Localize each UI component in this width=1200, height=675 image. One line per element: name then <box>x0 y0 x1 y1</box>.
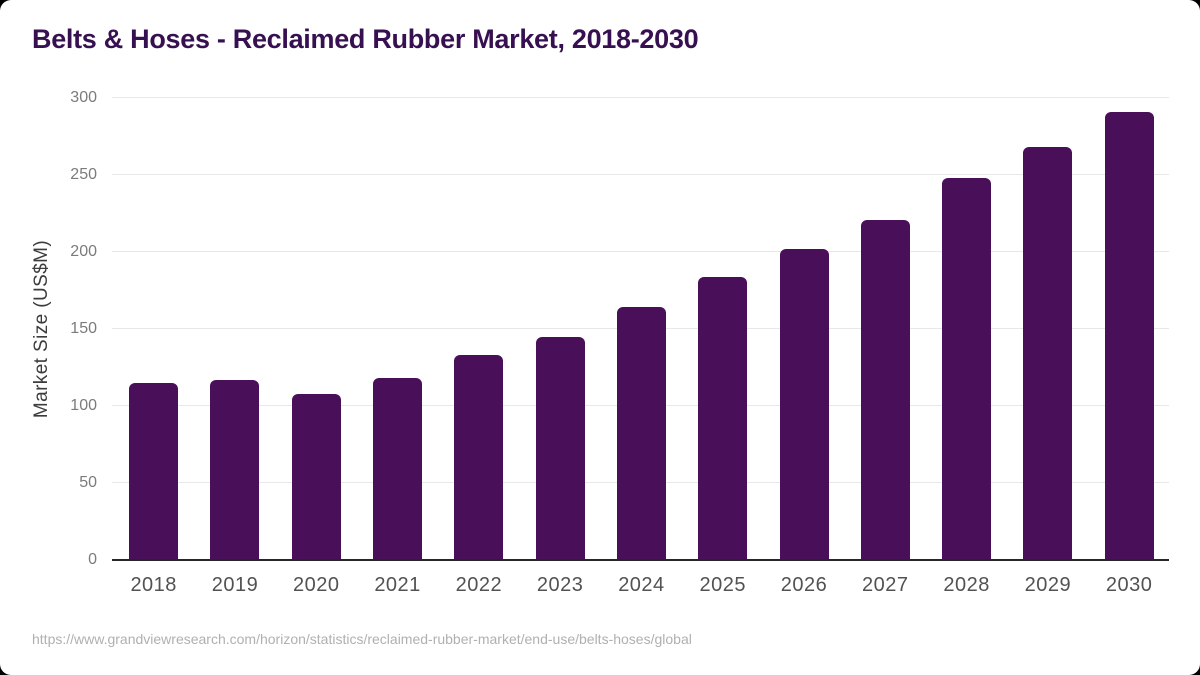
x-tick-label-2020: 2020 <box>293 574 340 596</box>
bar-2021 <box>373 378 423 560</box>
gridline-250 <box>112 173 1169 175</box>
bar-2025 <box>698 276 748 560</box>
y-tick-label-50: 50 <box>79 474 97 491</box>
x-tick-label-2022: 2022 <box>455 574 503 596</box>
source-url: https://www.grandviewresearch.com/horizo… <box>32 631 692 647</box>
x-tick-label-2018: 2018 <box>130 574 177 596</box>
bar-2030 <box>1104 111 1154 560</box>
y-tick-label-300: 300 <box>70 89 97 106</box>
x-tick-label-2025: 2025 <box>699 574 746 596</box>
bar-2029 <box>1023 147 1073 560</box>
y-tick-label-150: 150 <box>70 320 97 337</box>
bar-2027 <box>860 219 910 560</box>
x-tick-label-2024: 2024 <box>618 574 665 596</box>
y-tick-label-250: 250 <box>70 166 97 183</box>
bar-2023 <box>535 336 585 560</box>
x-tick-label-2026: 2026 <box>780 574 828 596</box>
y-tick-label-100: 100 <box>70 397 97 414</box>
x-axis-line <box>112 559 1169 561</box>
bar-2028 <box>942 178 992 560</box>
plot-area <box>112 96 1169 561</box>
x-tick-label-2027: 2027 <box>862 574 909 596</box>
y-tick-label-0: 0 <box>88 551 97 568</box>
x-tick-label-2021: 2021 <box>374 574 421 596</box>
x-tick-label-2019: 2019 <box>211 574 259 596</box>
x-tick-label-2029: 2029 <box>1024 574 1072 596</box>
bar-2018 <box>129 382 179 560</box>
bar-2026 <box>779 248 829 560</box>
bar-2024 <box>616 307 666 560</box>
x-tick-label-2030: 2030 <box>1105 574 1153 596</box>
chart-title: Belts & Hoses - Reclaimed Rubber Market,… <box>32 24 699 54</box>
x-tick-label-2023: 2023 <box>536 574 584 596</box>
gridline-200 <box>112 250 1169 252</box>
bar-2020 <box>291 393 341 560</box>
bar-2022 <box>454 355 504 560</box>
gridline-300 <box>112 96 1169 98</box>
x-tick-label-2028: 2028 <box>943 574 990 596</box>
y-tick-label-200: 200 <box>70 243 97 260</box>
bar-2019 <box>210 379 260 560</box>
